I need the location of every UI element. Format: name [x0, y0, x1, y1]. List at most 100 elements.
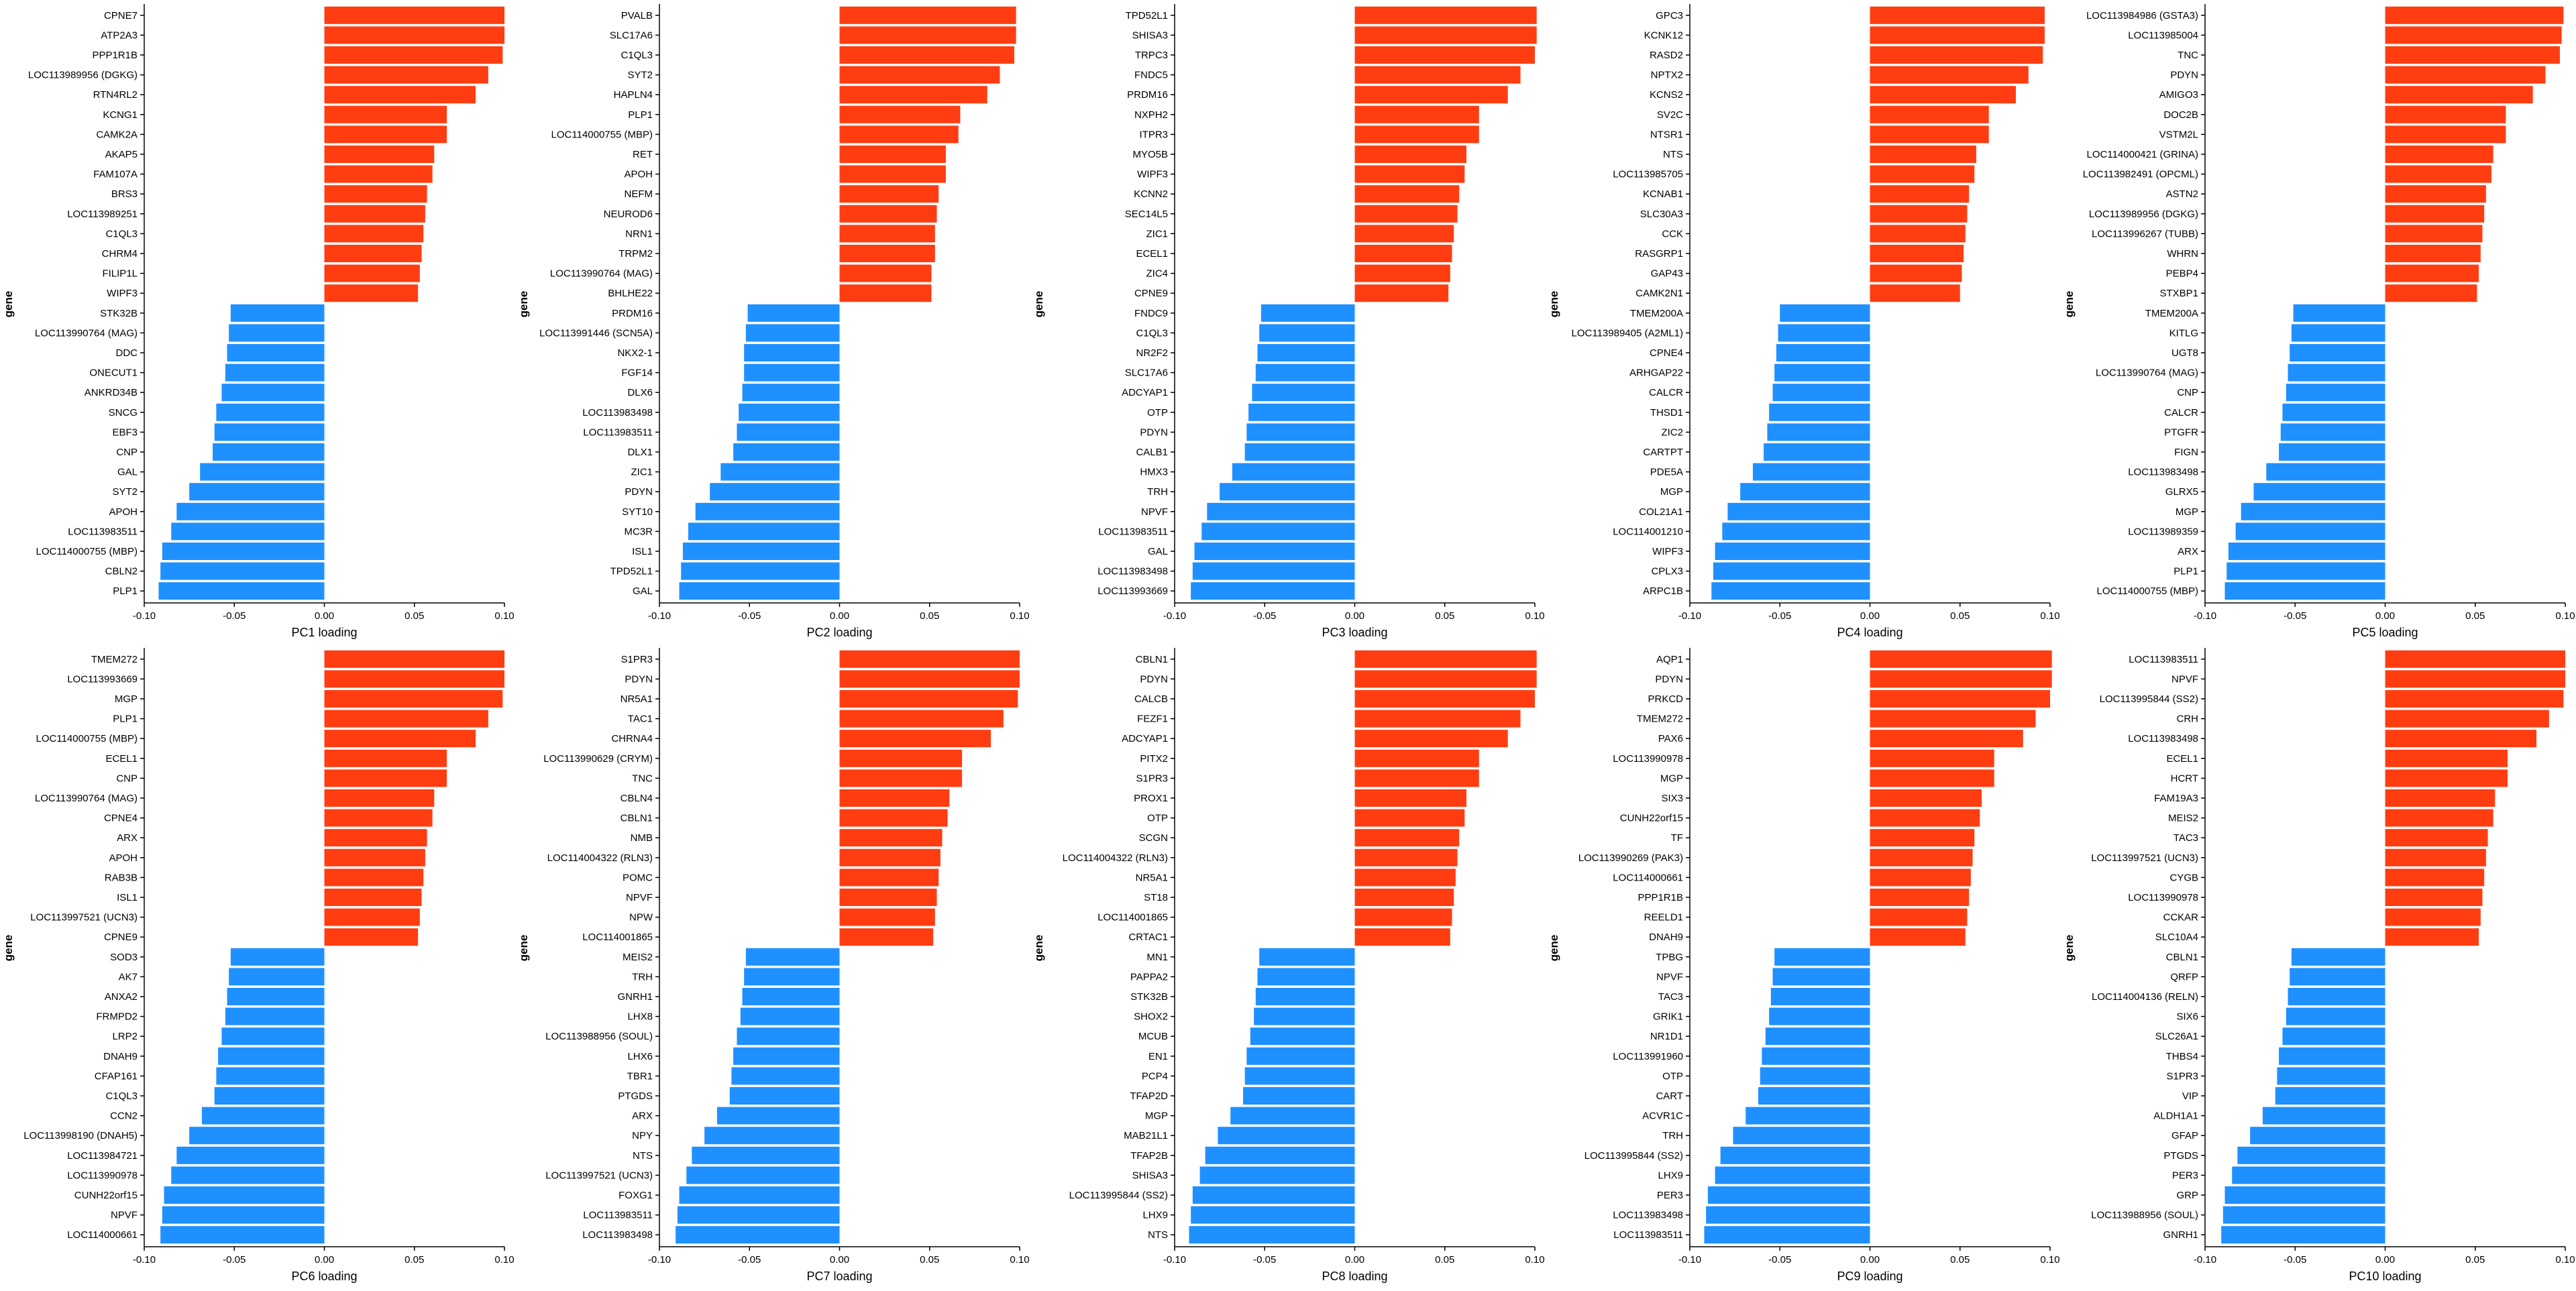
gene-label: FAM19A3 [2154, 793, 2198, 804]
gene-label: LOC113990764 (MAG) [35, 327, 138, 339]
pc-panel: CPNE7 ATP2A3 PPP1R1B LOC113989956 (DGKG) RTN… [2, 4, 515, 639]
loading-bar [1354, 868, 1456, 887]
loading-bar [716, 1107, 840, 1125]
gene-label: NPVF [111, 1210, 138, 1221]
loading-bar [1220, 483, 1355, 501]
x-axis-title: PC5 loading [2352, 626, 2418, 639]
x-tick-label: 0.10 [2555, 610, 2575, 622]
gene-label: DDC [116, 347, 138, 359]
gene-label: TNC [2178, 50, 2198, 61]
loading-bar [737, 423, 840, 441]
y-axis-title: gene [2, 935, 15, 962]
loading-bar [1769, 403, 1870, 421]
gene-label: TMEM272 [1637, 714, 1683, 725]
gene-label: HCRT [2171, 773, 2198, 784]
loading-bar [1354, 245, 1452, 262]
gene-label: GNRH1 [2163, 1229, 2198, 1241]
loading-bar [1870, 26, 2045, 44]
gene-label: ECEL1 [2166, 753, 2198, 765]
loading-bar [1243, 1087, 1355, 1105]
gene-label: PRDM16 [612, 308, 653, 319]
loading-bar [1354, 86, 1508, 104]
loading-bar [324, 46, 503, 64]
gene-label: CBLN1 [1136, 654, 1168, 665]
gene-label: MYO5B [1132, 149, 1168, 160]
gene-label: FNDC9 [1134, 308, 1168, 319]
loading-bar [324, 868, 424, 887]
loading-bar [230, 304, 325, 322]
gene-label: OTP [1662, 1070, 1683, 1082]
loading-bar [677, 1206, 840, 1224]
gene-label: LOC114004322 (RLN3) [547, 852, 653, 864]
gene-label: CBLN2 [105, 566, 138, 577]
y-axis-title: gene [2063, 291, 2076, 318]
gene-label: TMEM272 [91, 654, 138, 665]
gene-label: C1QL3 [105, 1090, 138, 1102]
gene-label: TPD52L1 [1126, 10, 1168, 21]
loading-bar [1250, 1027, 1355, 1046]
loading-bar [1354, 6, 1537, 24]
loading-bar [221, 384, 325, 402]
gene-label: NPY [632, 1130, 653, 1141]
loading-bar [324, 26, 504, 44]
x-tick-label: -0.10 [1678, 1254, 1701, 1266]
loading-bar [2222, 1206, 2385, 1224]
gene-label: CALB1 [1136, 447, 1168, 458]
loading-bar [1230, 1107, 1355, 1125]
gene-label: PLP1 [113, 714, 138, 725]
loading-bar [225, 363, 325, 382]
loading-bar [2291, 324, 2385, 342]
gene-label: ARX [2178, 546, 2198, 557]
gene-label: CHRM4 [102, 248, 138, 260]
loading-bar [1260, 304, 1355, 322]
loading-bar [839, 730, 991, 748]
gene-label: SOD3 [110, 952, 138, 963]
x-tick-label: 0.05 [920, 1254, 939, 1266]
loading-bar [710, 483, 840, 501]
gene-label: KCNAB1 [1643, 188, 1683, 200]
gene-label: PDYN [1140, 673, 1168, 685]
gene-label: ACVR1C [1642, 1111, 1683, 1122]
loading-bar [1740, 483, 1870, 501]
gene-label: LOC113990978 [1613, 753, 1683, 765]
loading-bar [324, 928, 419, 946]
loading-bar [1354, 928, 1450, 946]
gene-label: LHX9 [1658, 1170, 1683, 1181]
gene-label: KCNG1 [103, 109, 138, 121]
gene-label: STK32B [100, 308, 138, 319]
loading-bar [2253, 483, 2385, 501]
gene-label: PDYN [1655, 673, 1683, 685]
loading-bar [1727, 502, 1870, 520]
gene-label: TMEM200A [2145, 308, 2198, 319]
gene-label: KCNK12 [1644, 30, 1683, 41]
gene-label: GFAP [2171, 1130, 2198, 1141]
loading-bar [324, 690, 503, 708]
gene-label: CBLN1 [621, 813, 653, 824]
loading-bar [2385, 264, 2479, 282]
loading-bar [2282, 1027, 2385, 1046]
loading-bar [692, 1146, 840, 1164]
loading-bar [839, 284, 932, 302]
loading-bar [733, 1047, 840, 1065]
loading-bar [1354, 125, 1479, 144]
gene-label: S1PR3 [621, 654, 653, 665]
loading-bar [747, 304, 840, 322]
loading-bar [1191, 582, 1355, 600]
loading-bar [1244, 443, 1355, 461]
gene-label: QRFP [2170, 971, 2198, 983]
gene-label: APOH [109, 852, 138, 864]
gene-label: REELD1 [1644, 912, 1683, 923]
gene-label: WIPF3 [107, 288, 138, 299]
loading-bar [2262, 1107, 2385, 1125]
loading-bar [1232, 463, 1355, 481]
loading-bar [1870, 710, 2036, 728]
loading-bar [324, 225, 424, 243]
loading-bar [839, 928, 934, 946]
x-tick-label: 0.05 [1435, 1254, 1454, 1266]
gene-label: NXPH2 [1134, 109, 1168, 121]
x-tick-label: -0.05 [223, 610, 246, 622]
loading-bar [2385, 105, 2506, 123]
loading-bar [1194, 543, 1355, 560]
loading-bar [324, 245, 422, 262]
gene-label: NTSR1 [1650, 129, 1683, 140]
